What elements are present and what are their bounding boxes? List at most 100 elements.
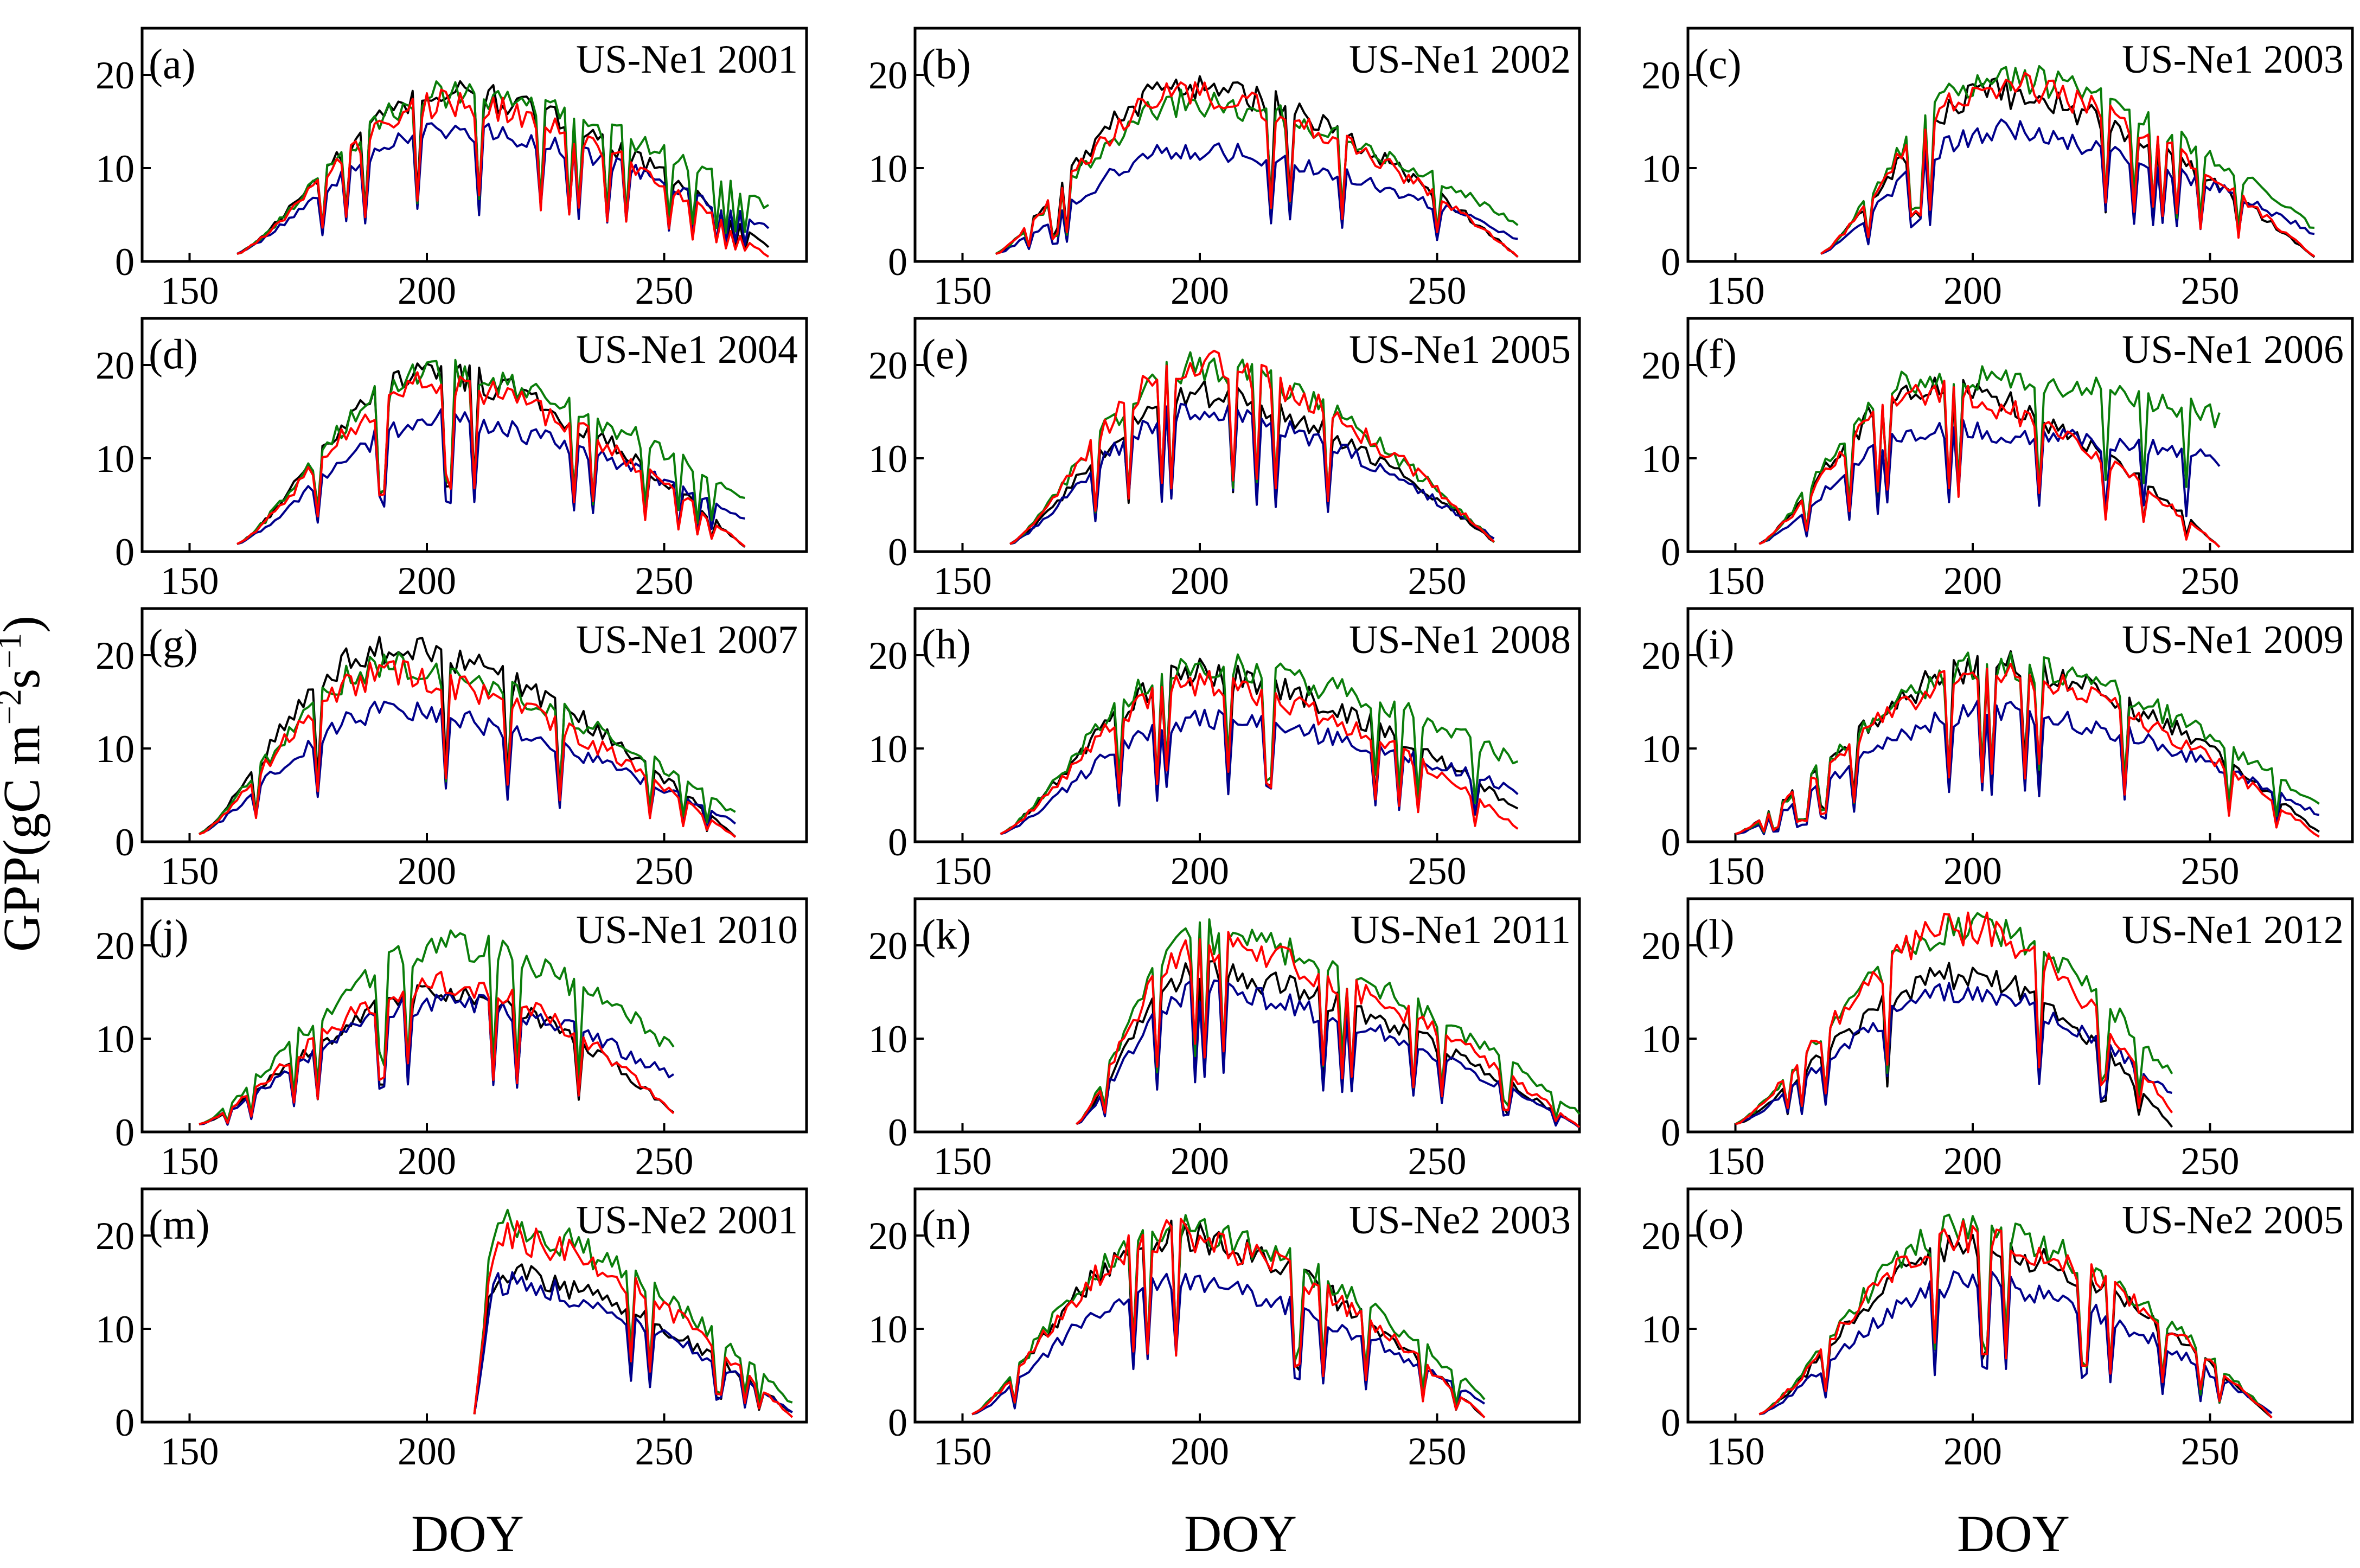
panel-letter: (g) [149,620,198,668]
panel-letter: (m) [149,1201,210,1248]
panel-letter: (i) [1694,620,1735,668]
plot-frame [913,27,1581,263]
x-tick-label: 250 [635,1140,694,1183]
series-line-black [198,636,737,838]
y-tick-label: 0 [888,1111,907,1154]
x-tick-label: 200 [398,849,456,893]
series-line-blue [1000,708,1519,835]
x-tick-label: 150 [933,849,992,893]
y-tick-label: 20 [95,1214,135,1258]
series-line-green [1758,365,2221,545]
series-line-black [1000,657,1519,835]
panel-letter: (e) [922,330,969,377]
panel-letter: (n) [922,1201,971,1248]
y-tick-label: 20 [1641,924,1680,968]
panel-b: 150 200 250 0 10 20 (b) US-Ne1 2002 [868,27,1581,312]
series-line-blue [1735,700,2320,835]
x-tick-label: 200 [1943,559,2002,603]
x-tick-label: 150 [1706,269,1765,312]
series-line-blue [1009,402,1495,545]
panel-title: US-Ne1 2003 [2122,37,2344,82]
x-tick-label: 150 [933,1140,992,1183]
panel-l: 150 200 250 0 10 20 (l) US-Ne1 2012 [1641,897,2354,1183]
series-line-blue [1820,118,2315,255]
y-tick-label: 0 [1661,821,1680,864]
plot-frame [913,317,1581,553]
panel-n: 150 200 250 0 10 20 (n) US-Ne2 2003 [868,1187,1581,1473]
x-tick-label: 250 [1408,1140,1467,1183]
y-tick-label: 0 [888,240,907,284]
series-line-black [199,984,675,1125]
x-tick-label: 150 [161,1430,219,1473]
series-line-black [1820,77,2316,258]
y-tick-label: 20 [1641,344,1680,387]
y-tick-label: 10 [95,1017,135,1061]
x-tick-label: 200 [1171,559,1229,603]
x-tick-label: 200 [1943,269,2002,312]
x-tick-label: 150 [1706,559,1765,603]
panel-title: US-Ne1 2011 [1351,908,1571,952]
x-tick-label: 200 [398,1430,456,1473]
x-tick-label: 200 [1943,849,2002,893]
series-line-red [1009,349,1495,545]
x-tick-label: 200 [1171,1140,1229,1183]
x-tick-label: 150 [1706,849,1765,893]
y-tick-label: 0 [1661,240,1680,284]
series-line-black [1758,1233,2273,1419]
panel-d: 150 200 250 0 10 20 (d) US-Ne1 2004 [95,317,808,603]
y-tick-label: 10 [1641,437,1680,481]
x-tick-label: 250 [2181,1430,2240,1473]
plot-frame [1686,897,2354,1134]
series-line-green [1820,65,2315,255]
x-tick-label: 150 [933,1430,992,1473]
x-tick-label: 150 [161,849,219,893]
y-tick-label: 10 [1641,147,1680,190]
panel-title: US-Ne1 2005 [1349,328,1571,372]
series-line-red [1758,380,2221,548]
x-tick-label: 250 [635,1430,694,1473]
series-line-blue [199,700,737,835]
y-tick-label: 0 [1661,530,1680,574]
panel-title: US-Ne1 2004 [576,328,798,372]
y-tick-label: 0 [888,821,907,864]
plot-frame [140,317,808,553]
series-line-blue [1735,982,2172,1125]
panel-letter: (h) [922,620,971,668]
plot-frame [1686,317,2354,553]
y-tick-label: 20 [95,54,135,97]
y-tick-label: 20 [868,924,907,968]
y-tick-label: 10 [868,147,907,190]
x-tick-label: 250 [635,269,694,312]
y-tick-label: 20 [1641,54,1680,97]
series-line-blue [473,1271,793,1415]
y-tick-label: 20 [868,54,907,97]
panel-title: US-Ne1 2002 [1349,37,1571,82]
x-tick-label: 250 [2181,269,2240,312]
x-tick-label: 200 [1943,1140,2002,1183]
series-line-blue [971,1272,1486,1416]
plot-frame [140,607,808,843]
x-tick-label: 150 [161,269,219,312]
x-tick-label: 150 [1706,1430,1765,1473]
series-line-red [1735,663,2320,838]
y-tick-label: 10 [1641,1017,1680,1061]
panel-title: US-Ne2 2001 [576,1198,798,1243]
x-tick-label: 200 [1171,269,1229,312]
series-line-black [971,1219,1486,1418]
series-line-blue [1076,979,1581,1129]
y-tick-label: 10 [868,727,907,771]
series-line-blue [236,408,745,545]
y-tick-label: 20 [868,1214,907,1258]
x-tick-label: 200 [1943,1430,2002,1473]
panel-letter: (o) [1694,1201,1744,1248]
panel-f: 150 200 250 0 10 20 (f) US-Ne1 2006 [1641,317,2354,603]
panel-c: 150 200 250 0 10 20 (c) US-Ne1 2003 [1641,27,2354,312]
panel-letter: (d) [149,330,198,377]
y-tick-label: 10 [95,437,135,481]
panel-letter: (b) [922,40,971,87]
x-axis-label-col-1: DOY [411,1505,524,1563]
series-line-blue [1758,419,2221,545]
series-line-blue [1758,1270,2273,1416]
